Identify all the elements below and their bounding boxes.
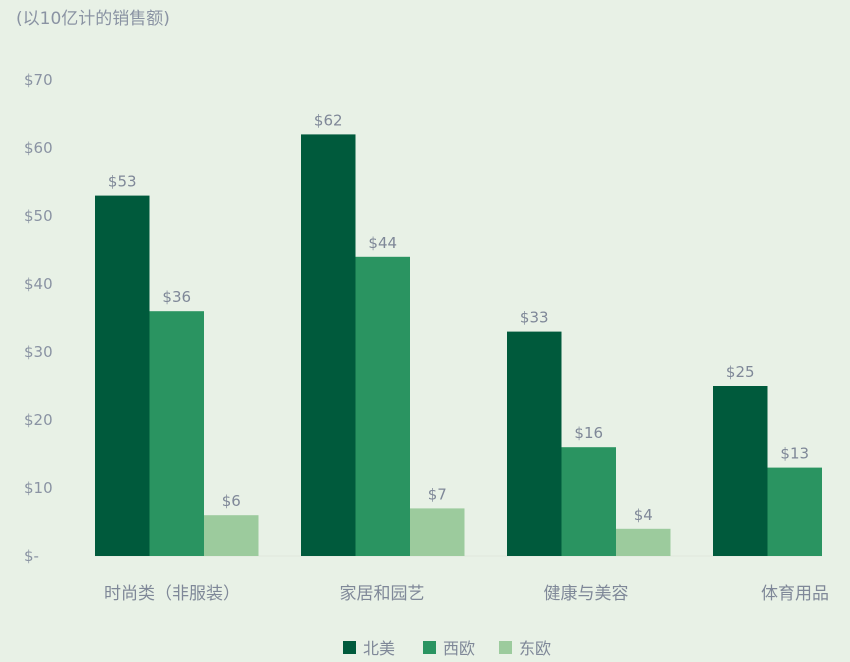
data-label: $36 — [162, 288, 191, 306]
bar — [301, 134, 356, 556]
y-tick-label: $- — [24, 547, 39, 565]
chart-unit-label: (以10亿计的销售额) — [16, 9, 170, 29]
y-axis: $- $10 $20 $30 $40 $50 $60 $70 — [24, 71, 53, 565]
x-axis: 时尚类（非服装） 家居和园艺 健康与美容 体育用品 — [104, 584, 829, 604]
data-label: $44 — [368, 234, 397, 252]
category-label: 体育用品 — [761, 584, 829, 604]
legend-label: 西欧 — [443, 639, 475, 658]
bar — [561, 447, 616, 556]
y-tick-label: $20 — [24, 411, 53, 429]
category-label: 时尚类（非服装） — [104, 584, 240, 604]
legend-swatch — [423, 641, 436, 654]
data-label: $62 — [314, 111, 343, 129]
bar — [767, 467, 822, 556]
bar — [204, 515, 259, 556]
plot-area: $53 $36 $6 $62 $44 $7 $33 $16 $4 $25 $13 — [95, 111, 822, 556]
bar — [410, 508, 465, 556]
data-label: $6 — [222, 492, 241, 510]
data-label: $33 — [520, 309, 549, 327]
category-label: 健康与美容 — [544, 584, 629, 604]
legend-label: 北美 — [363, 639, 395, 658]
data-label: $16 — [574, 424, 603, 442]
y-tick-label: $50 — [24, 207, 53, 225]
data-label: $53 — [108, 173, 137, 191]
bar — [95, 195, 150, 556]
bar — [149, 311, 204, 556]
y-tick-label: $40 — [24, 275, 53, 293]
legend: 北美 西欧 东欧 — [343, 639, 551, 658]
data-label: $7 — [428, 485, 447, 503]
y-tick-label: $60 — [24, 139, 53, 157]
legend-swatch — [343, 641, 356, 654]
bar — [507, 331, 562, 556]
y-tick-label: $70 — [24, 71, 53, 89]
bar — [713, 386, 768, 556]
bar — [355, 256, 410, 556]
category-label: 家居和园艺 — [340, 584, 425, 604]
y-tick-label: $30 — [24, 343, 53, 361]
data-label: $13 — [780, 445, 809, 463]
data-label: $25 — [726, 363, 755, 381]
bar — [616, 528, 671, 556]
data-label: $4 — [634, 506, 653, 524]
legend-swatch — [499, 641, 512, 654]
y-tick-label: $10 — [24, 479, 53, 497]
legend-label: 东欧 — [519, 639, 551, 658]
